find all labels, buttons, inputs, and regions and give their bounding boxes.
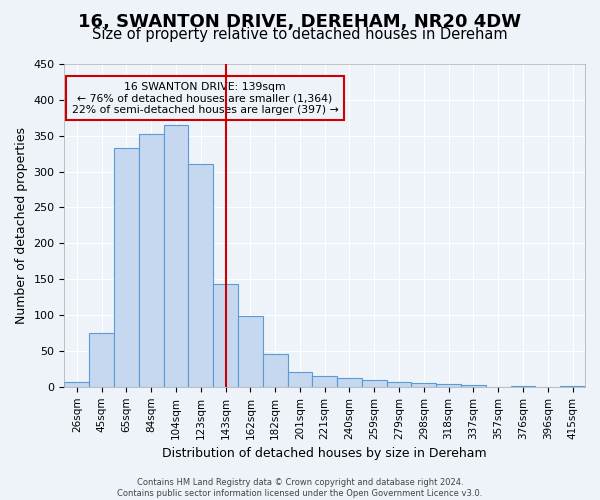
Bar — [436, 384, 461, 387]
Bar — [313, 376, 337, 387]
Text: Size of property relative to detached houses in Dereham: Size of property relative to detached ho… — [92, 28, 508, 42]
Bar — [238, 316, 263, 387]
Bar — [213, 284, 238, 387]
Bar — [412, 383, 436, 387]
Bar — [64, 382, 89, 387]
Bar — [287, 372, 313, 387]
Text: 16 SWANTON DRIVE: 139sqm
← 76% of detached houses are smaller (1,364)
22% of sem: 16 SWANTON DRIVE: 139sqm ← 76% of detach… — [71, 82, 338, 115]
Bar — [114, 148, 139, 387]
Bar — [560, 386, 585, 387]
X-axis label: Distribution of detached houses by size in Dereham: Distribution of detached houses by size … — [163, 447, 487, 460]
Bar — [89, 333, 114, 387]
Bar — [386, 382, 412, 387]
Bar — [362, 380, 386, 387]
Bar — [461, 386, 486, 387]
Bar — [337, 378, 362, 387]
Text: 16, SWANTON DRIVE, DEREHAM, NR20 4DW: 16, SWANTON DRIVE, DEREHAM, NR20 4DW — [79, 12, 521, 30]
Bar — [188, 164, 213, 387]
Bar — [511, 386, 535, 387]
Bar — [139, 134, 164, 387]
Bar — [263, 354, 287, 387]
Text: Contains HM Land Registry data © Crown copyright and database right 2024.
Contai: Contains HM Land Registry data © Crown c… — [118, 478, 482, 498]
Y-axis label: Number of detached properties: Number of detached properties — [15, 127, 28, 324]
Bar — [164, 125, 188, 387]
